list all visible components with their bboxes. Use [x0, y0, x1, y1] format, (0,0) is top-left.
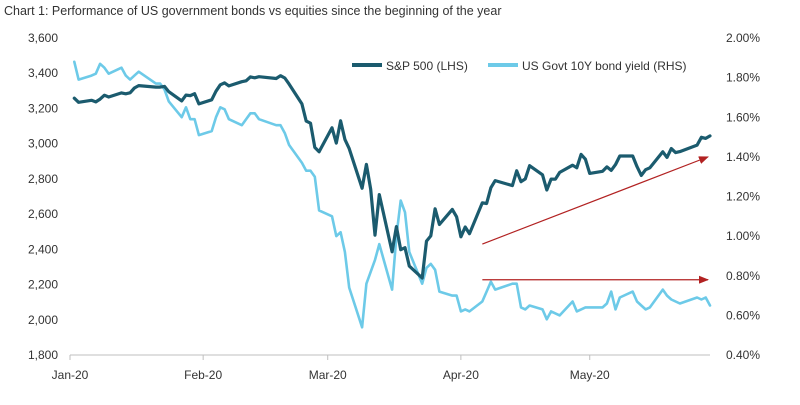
y-right-tick-label: 1.60%: [726, 110, 760, 124]
y-right-tick-label: 1.20%: [726, 190, 760, 204]
y-left-tick-label: 1,800: [28, 348, 58, 362]
series-line-sp500: [72, 74, 712, 280]
y-left-tick-label: 3,600: [28, 31, 58, 45]
x-tick-label: Apr-20: [443, 368, 479, 382]
y-right-tick-label: 2.00%: [726, 31, 760, 45]
y-left-tick-label: 2,600: [28, 207, 58, 221]
y-left-tick-label: 2,400: [28, 242, 58, 256]
trend-arrow-up: [482, 156, 709, 245]
y-right-tick-label: 0.40%: [726, 348, 760, 362]
y-left-tick-label: 3,400: [28, 66, 58, 80]
legend-label-sp500: S&P 500 (LHS): [386, 59, 468, 73]
x-tick-label: Jan-20: [52, 368, 89, 382]
y-left-tick-label: 3,200: [28, 101, 58, 115]
legend: S&P 500 (LHS) US Govt 10Y bond yield (RHS…: [352, 59, 687, 73]
legend-label-bond-yield: US Govt 10Y bond yield (RHS): [522, 59, 687, 73]
series-layer: [72, 60, 712, 329]
axes: 1,800 2,000 2,200 2,400 2,600 2,800 3,000 3,200…: [28, 31, 760, 382]
x-tick-label: Mar-20: [309, 368, 347, 382]
y-left-tick-label: 2,200: [28, 278, 58, 292]
x-tick-label: Feb-20: [184, 368, 222, 382]
y-right-tick-label: 1.80%: [726, 71, 760, 85]
y-left-tick-label: 2,800: [28, 172, 58, 186]
y-left-tick-label: 3,000: [28, 137, 58, 151]
series-line-bond-yield: [73, 60, 712, 329]
x-tick-label: May-20: [570, 368, 610, 382]
y-right-tick-label: 1.00%: [726, 229, 760, 243]
y-right-tick-label: 1.40%: [726, 150, 760, 164]
y-right-tick-label: 0.60%: [726, 308, 760, 322]
chart-title: Chart 1: Performance of US government bo…: [4, 4, 502, 18]
annotation-layer: [482, 156, 709, 284]
y-right-tick-label: 0.80%: [726, 269, 760, 283]
y-left-tick-label: 2,000: [28, 313, 58, 327]
